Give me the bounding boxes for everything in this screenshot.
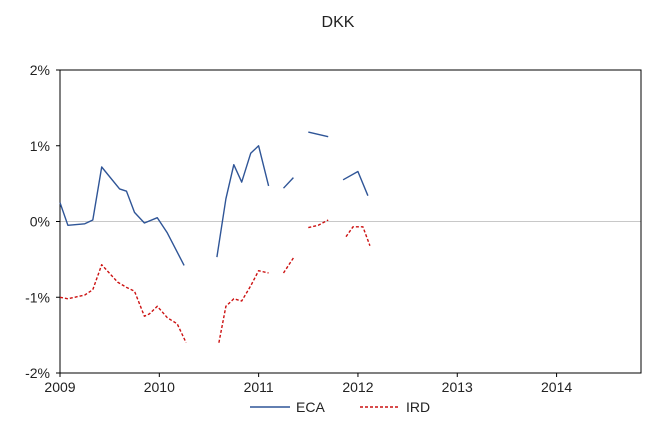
- y-tick-label: 2%: [30, 62, 50, 78]
- series-line-ird: [345, 226, 371, 246]
- series-eca: [59, 131, 369, 266]
- x-tick-label: 2009: [44, 379, 75, 395]
- x-tick-label: 2012: [342, 379, 373, 395]
- y-tick-label: 0%: [30, 214, 50, 230]
- x-tick-label: 2010: [144, 379, 175, 395]
- series-line-eca: [59, 166, 185, 266]
- series-line-ird: [308, 219, 329, 229]
- y-tick-label: 1%: [30, 138, 50, 154]
- legend-label-ird: IRD: [406, 399, 430, 415]
- series-ird: [59, 219, 371, 343]
- plot-area: -2% -1% 0% 1% 2% 2009 2010 2011 2012 2013 2014: [25, 62, 642, 395]
- y-tick-label: -1%: [25, 289, 50, 305]
- series-line-eca: [342, 170, 369, 196]
- chart-title: DKK: [322, 14, 355, 31]
- legend: ECA IRD: [250, 399, 430, 415]
- x-tick-label: 2013: [442, 379, 473, 395]
- legend-label-eca: ECA: [296, 399, 325, 415]
- x-tick-label: 2014: [541, 379, 572, 395]
- y-tick-label: -2%: [25, 365, 50, 381]
- series-line-eca: [308, 131, 329, 138]
- series-line-ird: [59, 264, 187, 343]
- x-tick-label: 2011: [244, 379, 274, 395]
- series-line-eca: [282, 177, 294, 189]
- series-line-eca: [216, 145, 270, 258]
- series-line-ird: [282, 257, 294, 274]
- series-line-ird: [218, 270, 269, 343]
